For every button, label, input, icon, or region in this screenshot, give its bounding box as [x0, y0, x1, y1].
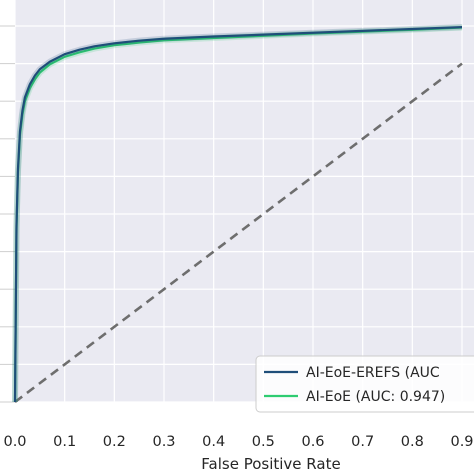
- plot-background: [15, 0, 474, 402]
- x-tick-label-6: 0.6: [301, 434, 324, 450]
- x-tick-label-9: 0.9: [450, 434, 473, 450]
- x-tick-label-8: 0.8: [401, 434, 424, 450]
- legend-box: [255, 355, 474, 413]
- chance-diagonal-line: [14, 62, 463, 404]
- series-layer: [12, 24, 463, 404]
- x-tick-labels: 0.0 0.1 0.2 0.3 0.4 0.5 0.6 0.7 0.8 0.9: [3, 434, 473, 450]
- x-tick-label-5: 0.5: [252, 434, 275, 450]
- x-tick-label-3: 0.3: [152, 434, 175, 450]
- x-tick-label-2: 0.2: [103, 434, 126, 450]
- x-tick-label-4: 0.4: [202, 434, 225, 450]
- series-line-ai-eoe-erefs: [13, 26, 463, 403]
- x-tick-label-0: 0.0: [3, 434, 26, 450]
- x-axis-title: False Positive Rate: [201, 455, 340, 473]
- legend-label-erefs: AI-EoE-EREFS (AUC: [306, 365, 440, 381]
- grid-layer: [0, 0, 474, 403]
- legend: AI-EoE-EREFS (AUC AI-EoE (AUC: 0.947): [255, 355, 474, 413]
- x-tick-label-1: 0.1: [53, 434, 76, 450]
- legend-label-eoe: AI-EoE (AUC: 0.947): [306, 389, 445, 405]
- x-tick-label-7: 0.7: [351, 434, 374, 450]
